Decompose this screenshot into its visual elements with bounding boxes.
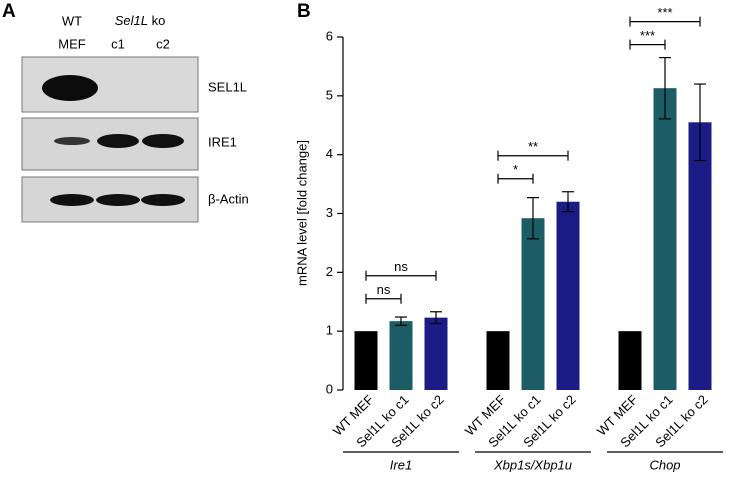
gene-name: Sel1L	[115, 13, 148, 28]
panel-label: B	[297, 1, 311, 22]
bar	[653, 88, 677, 390]
bar	[688, 122, 712, 390]
band	[141, 194, 185, 206]
column-header: Sel1L ko	[115, 13, 166, 28]
significance-label: ***	[640, 28, 655, 43]
error-bar	[562, 191, 574, 213]
group-label: Ire1	[390, 457, 412, 472]
bar	[486, 331, 510, 390]
error-bar	[527, 197, 539, 240]
row-label: IRE1	[208, 134, 237, 149]
panel-label: A	[2, 1, 16, 22]
row-label: β-Actin	[208, 191, 249, 206]
column-header: WT	[62, 13, 82, 28]
error-bar	[659, 56, 671, 120]
y-tick-label: 2	[326, 264, 333, 279]
bar	[521, 218, 545, 390]
band	[54, 137, 90, 145]
significance-label: **	[528, 139, 538, 154]
bar	[389, 321, 413, 390]
band	[96, 194, 140, 206]
column-header: c2	[156, 36, 170, 51]
y-axis-label: mRNA level [fold change]	[294, 140, 309, 286]
significance-label: ***	[657, 5, 672, 20]
column-header: c1	[111, 36, 125, 51]
group-label: Chop	[649, 457, 680, 472]
y-tick-label: 3	[326, 205, 333, 220]
bar	[556, 201, 580, 390]
y-tick-label: 0	[326, 381, 333, 396]
ko-suffix: ko	[152, 13, 166, 28]
bar	[618, 331, 642, 390]
bar	[424, 317, 448, 390]
significance-label: ns	[377, 282, 391, 297]
y-tick-label: 6	[326, 28, 333, 43]
error-bar	[694, 83, 706, 162]
y-tick-label: 4	[326, 146, 333, 161]
band	[50, 194, 94, 206]
group-label: Xbp1s/Xbp1u	[493, 457, 572, 472]
error-bar	[395, 316, 407, 326]
y-tick-label: 1	[326, 323, 333, 338]
significance-label: ns	[394, 259, 408, 274]
band	[97, 134, 139, 148]
column-header: MEF	[58, 36, 86, 51]
row-label: SEL1L	[208, 79, 247, 94]
band	[42, 75, 98, 101]
significance-label: *	[513, 162, 518, 177]
y-tick-label: 5	[326, 87, 333, 102]
error-bar	[430, 311, 442, 325]
band	[142, 134, 184, 148]
bar	[354, 331, 378, 390]
